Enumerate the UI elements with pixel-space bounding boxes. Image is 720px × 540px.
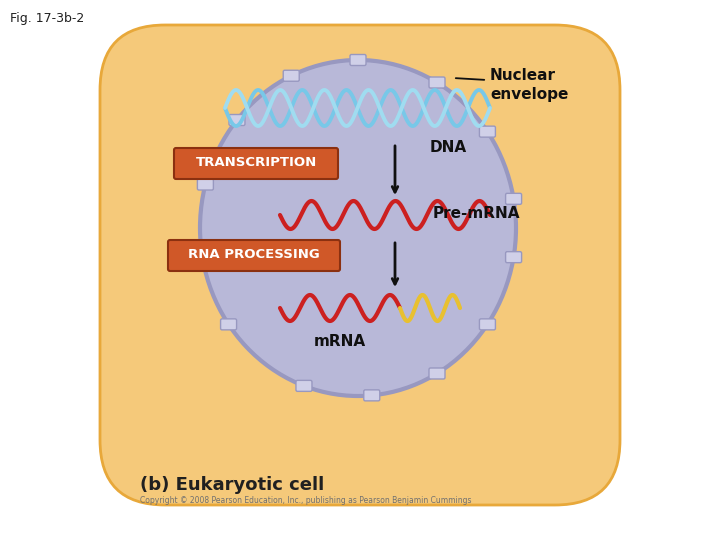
FancyBboxPatch shape [197,179,213,190]
Text: Copyright © 2008 Pearson Education, Inc., publishing as Pearson Benjamin Cumming: Copyright © 2008 Pearson Education, Inc.… [140,496,472,505]
Text: DNA: DNA [430,140,467,156]
FancyBboxPatch shape [480,126,495,137]
Text: (b) Eukaryotic cell: (b) Eukaryotic cell [140,476,324,494]
FancyBboxPatch shape [429,368,445,379]
FancyBboxPatch shape [168,240,340,271]
Ellipse shape [200,60,516,396]
Text: TRANSCRIPTION: TRANSCRIPTION [195,157,317,170]
FancyBboxPatch shape [229,114,245,125]
Text: RNA PROCESSING: RNA PROCESSING [188,248,320,261]
FancyBboxPatch shape [350,55,366,65]
FancyBboxPatch shape [296,380,312,392]
FancyBboxPatch shape [194,252,210,262]
FancyBboxPatch shape [174,148,338,179]
Text: Nuclear
envelope: Nuclear envelope [490,68,568,102]
Text: mRNA: mRNA [314,334,366,349]
FancyBboxPatch shape [100,25,620,505]
FancyBboxPatch shape [283,70,300,81]
FancyBboxPatch shape [220,319,237,330]
FancyBboxPatch shape [505,252,521,262]
FancyBboxPatch shape [480,319,495,330]
FancyBboxPatch shape [429,77,445,88]
Text: Fig. 17-3b-2: Fig. 17-3b-2 [10,12,84,25]
Text: Pre-mRNA: Pre-mRNA [433,206,521,220]
FancyBboxPatch shape [364,390,379,401]
FancyBboxPatch shape [505,193,521,204]
